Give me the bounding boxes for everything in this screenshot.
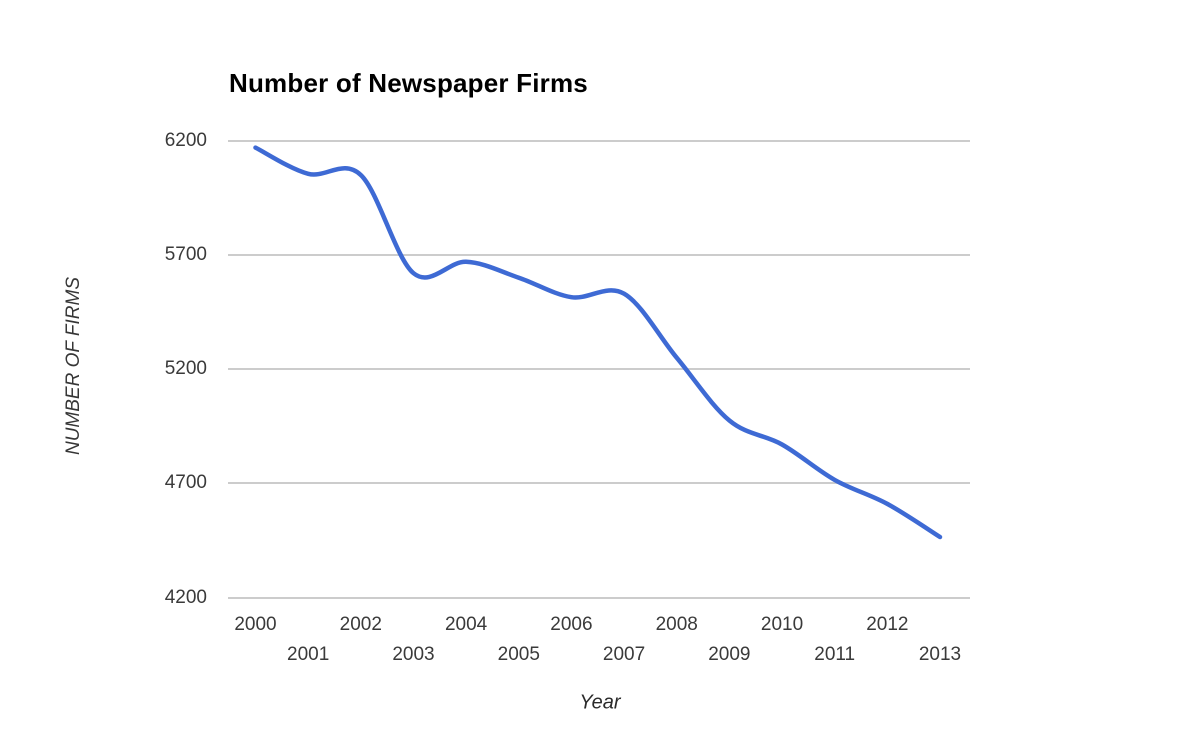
- x-tick-label-2006: 2006: [550, 614, 593, 635]
- gridline-5200: [228, 368, 970, 371]
- x-tick-label-2002: 2002: [339, 614, 382, 635]
- y-tick-label-4700: 4700: [164, 472, 207, 494]
- gridline-4200: [228, 596, 970, 599]
- gridline-6200: [228, 139, 970, 142]
- x-axis-title: Year: [579, 691, 621, 714]
- newspaper-firms-line-series: [253, 145, 943, 540]
- x-tick-label-2008: 2008: [655, 614, 698, 635]
- x-tick-label-2003: 2003: [392, 644, 435, 665]
- y-axis-title: NUMBER OF FIRMS: [63, 276, 84, 456]
- x-tick-label-2007: 2007: [602, 644, 646, 665]
- y-tick-label-4200: 4200: [164, 586, 207, 608]
- x-tick-label-2004: 2004: [444, 614, 488, 635]
- y-tick-label-6200: 6200: [164, 129, 207, 151]
- x-tick-label-2012: 2012: [866, 614, 909, 635]
- x-tick-label-2011: 2011: [814, 644, 856, 665]
- x-tick-label-2010: 2010: [760, 614, 804, 635]
- x-tick-label-2000: 2000: [234, 614, 277, 635]
- x-tick-label-2013: 2013: [918, 644, 962, 665]
- y-tick-label-5200: 5200: [164, 358, 207, 380]
- x-tick-label-2001: 2001: [287, 644, 330, 665]
- gridline-4700: [228, 482, 970, 485]
- gridline-5700: [228, 253, 970, 256]
- x-tick-label-2005: 2005: [497, 644, 540, 665]
- y-tick-label-5700: 5700: [164, 243, 207, 265]
- x-tick-label-2009: 2009: [708, 644, 751, 665]
- chart-title: Number of Newspaper Firms: [229, 68, 588, 98]
